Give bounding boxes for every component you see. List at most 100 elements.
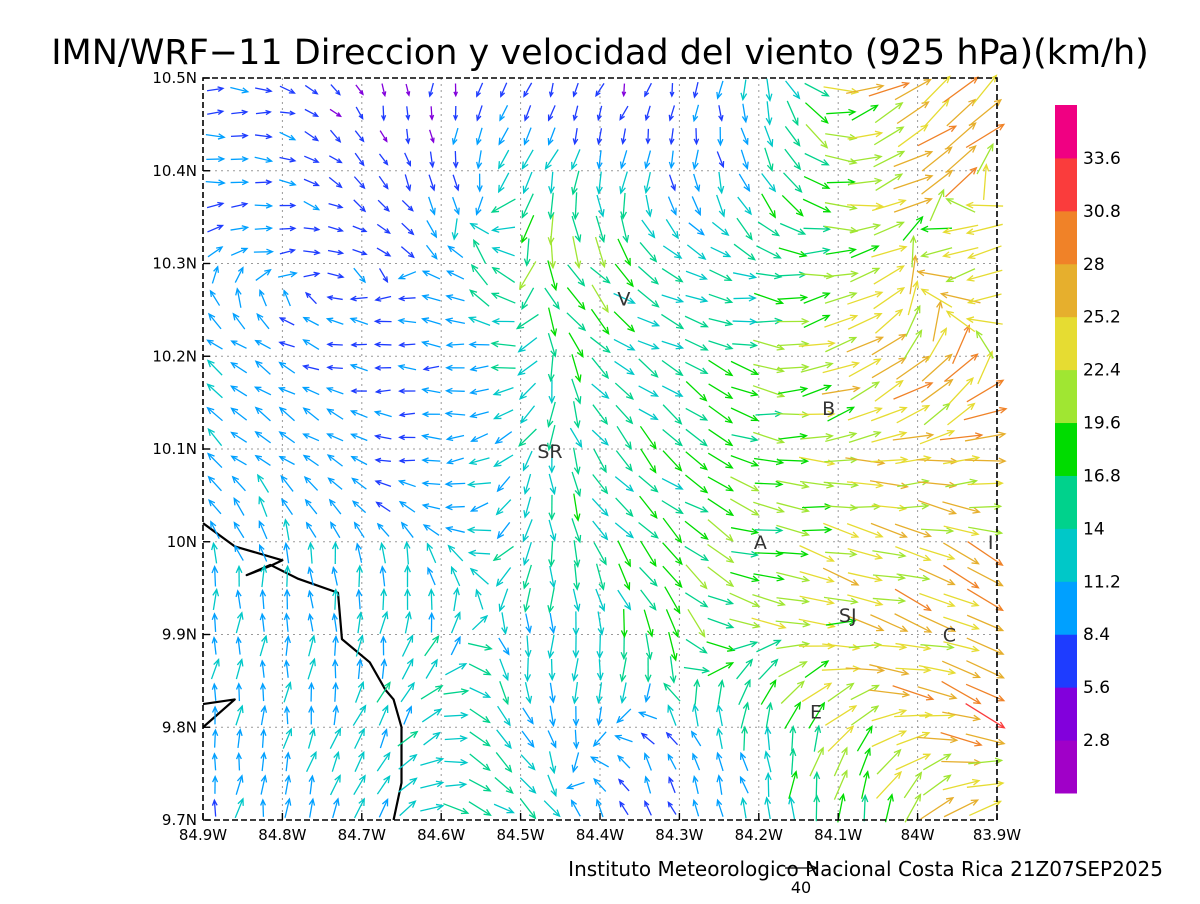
wind-vector <box>824 87 858 94</box>
wind-vector <box>380 131 387 142</box>
wind-vector <box>231 134 247 139</box>
wind-vector-shaft <box>708 520 733 541</box>
wind-vector <box>930 190 944 221</box>
wind-vector <box>492 199 515 212</box>
wind-vector <box>776 642 808 649</box>
wind-vector-shaft <box>640 242 656 261</box>
wind-vector <box>469 317 490 325</box>
wind-vector-shaft <box>638 290 659 307</box>
wind-vector-shaft <box>685 475 707 493</box>
wind-vector <box>921 798 953 819</box>
wind-vector-shaft <box>792 727 793 752</box>
wind-vector <box>669 151 674 168</box>
wind-vector <box>354 177 364 188</box>
wind-vector <box>572 752 578 771</box>
wind-vector <box>399 296 415 301</box>
wind-vector-shaft <box>734 244 755 259</box>
wind-vector <box>284 543 290 563</box>
wind-vector <box>477 174 482 191</box>
wind-vector <box>765 774 771 797</box>
wind-vector-shaft <box>925 100 949 126</box>
wind-vector-shaft <box>918 500 955 513</box>
wind-vector-shaft <box>641 590 656 610</box>
wind-vector <box>400 459 415 463</box>
wind-vector-shaft <box>685 521 708 539</box>
wind-vector <box>694 680 700 705</box>
wind-vector <box>423 271 440 279</box>
wind-vector <box>380 612 388 633</box>
wind-vector-shaft <box>470 688 490 697</box>
wind-vector <box>893 686 933 700</box>
wind-vector <box>640 426 655 448</box>
wind-vector <box>254 249 273 254</box>
wind-vector <box>753 432 783 443</box>
wind-vector <box>424 366 439 370</box>
wind-vector-shaft <box>895 614 931 632</box>
wind-vector-shaft <box>615 477 633 491</box>
wind-vector <box>305 132 318 141</box>
wind-vector-shaft <box>944 77 978 102</box>
wind-vector-shaft <box>864 796 865 822</box>
wind-vector <box>717 753 723 771</box>
wind-vector-shaft <box>779 274 805 275</box>
wind-vector <box>424 525 439 535</box>
wind-vector-shaft <box>546 150 559 169</box>
wind-vector <box>549 474 555 494</box>
wind-vector <box>443 804 468 814</box>
wind-vector-shaft <box>711 247 730 256</box>
wind-vector <box>550 83 554 96</box>
wind-vector-shaft <box>328 409 344 419</box>
wind-vector <box>427 544 435 563</box>
wind-vector <box>520 261 536 288</box>
wind-vector <box>685 593 707 607</box>
wind-vector <box>256 341 271 349</box>
wind-vector <box>470 342 489 348</box>
wind-vector-shaft <box>306 500 317 514</box>
wind-vector <box>261 800 266 817</box>
wind-vector-shaft <box>401 683 414 702</box>
wind-vector <box>429 83 433 96</box>
wind-vector <box>284 291 290 306</box>
wind-vector <box>280 342 295 347</box>
wind-vector <box>517 314 538 328</box>
wind-vector <box>639 409 658 419</box>
wind-vector-shaft <box>641 541 656 566</box>
wind-vector-shaft <box>857 727 871 752</box>
wind-vector-shaft <box>616 405 632 423</box>
wind-vector <box>618 239 630 265</box>
wind-vector <box>550 683 556 702</box>
wind-vector-shaft <box>257 314 269 329</box>
wind-vector <box>454 83 457 95</box>
wind-vector <box>309 799 314 818</box>
wind-vector <box>379 154 387 165</box>
colorbar-swatch <box>1055 264 1077 317</box>
wind-vector <box>213 777 218 794</box>
colorbar-swatch <box>1055 105 1077 158</box>
wind-vector <box>231 248 247 255</box>
wind-vector <box>280 318 294 325</box>
wind-vector <box>522 150 533 169</box>
wind-vector <box>620 106 628 119</box>
wind-vector-shaft <box>639 476 658 492</box>
wind-vector-shaft <box>233 477 246 491</box>
wind-vector-shaft <box>335 660 336 678</box>
wind-vector <box>309 707 314 725</box>
colorbar-swatch <box>1055 528 1077 581</box>
wind-vector <box>717 152 723 167</box>
wind-vector-shaft <box>239 684 240 701</box>
wind-vector <box>304 318 319 326</box>
wind-vector <box>353 250 367 255</box>
wind-vector <box>351 318 368 324</box>
wind-vector-shaft <box>522 731 534 747</box>
colorbar-label: 30.8 <box>1083 202 1121 222</box>
wind-vector <box>709 341 733 349</box>
wind-vector-shaft <box>761 680 775 704</box>
wind-vector <box>709 270 731 280</box>
wind-vector <box>447 505 465 510</box>
wind-vector <box>620 802 628 815</box>
wind-vector <box>814 726 820 752</box>
wind-vector-shaft <box>869 83 909 96</box>
wind-vector <box>260 590 265 609</box>
wind-vector <box>741 703 749 728</box>
